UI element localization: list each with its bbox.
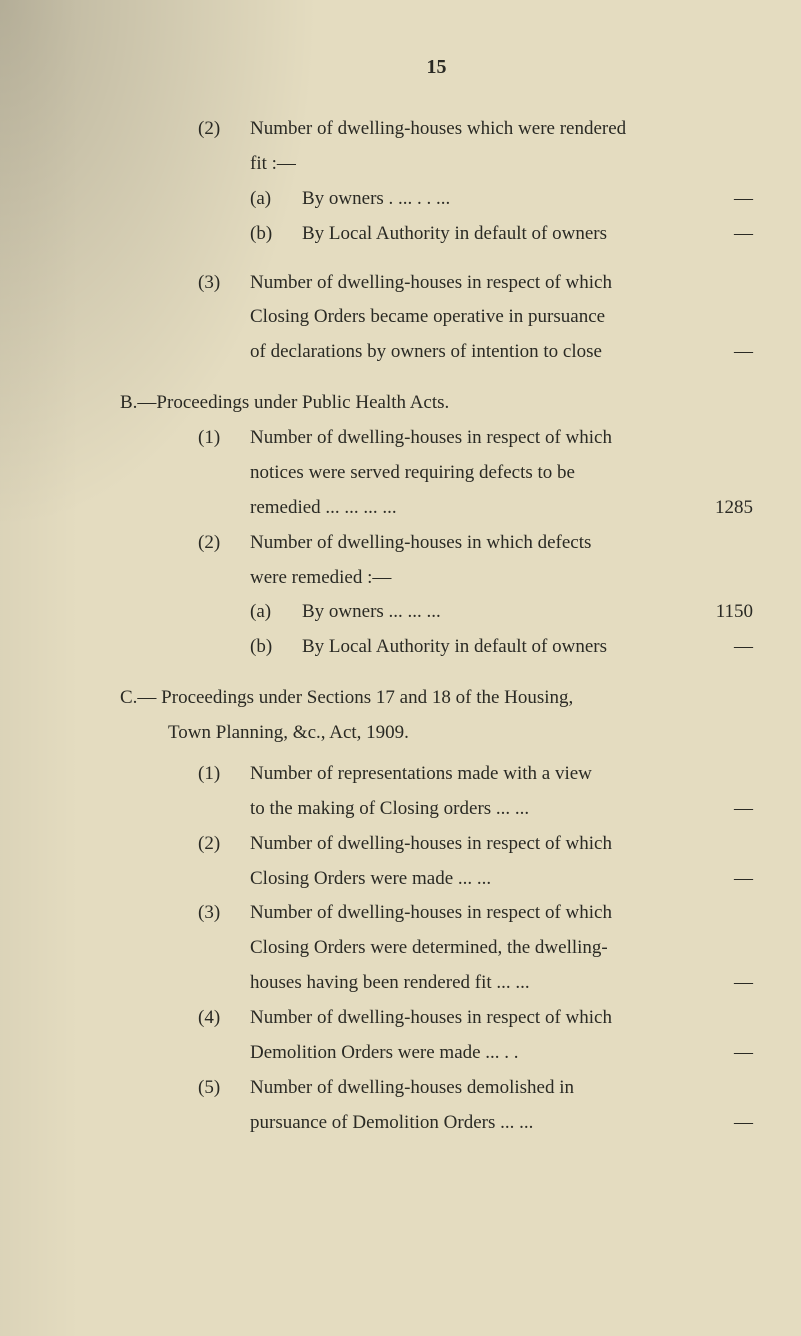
item-c3-line3: houses having been rendered fit ... ... … (198, 969, 753, 998)
item-c4-value: — (697, 1039, 753, 1068)
item-c4-marker: (4) (198, 1004, 250, 1033)
item-c3-text1: Number of dwelling-houses in respect of … (250, 899, 697, 928)
item-b2-line1: (2) Number of dwelling-houses in which d… (198, 529, 753, 558)
section-c-head-text2: Town Planning, &c., Act, 1909. (168, 719, 697, 748)
item-b2a-value: 1150 (697, 598, 753, 627)
item-a3-text3: of declarations by owners of intention t… (250, 338, 697, 367)
item-a3-line3: of declarations by owners of intention t… (198, 338, 753, 367)
item-c3-text2: Closing Orders were determined, the dwel… (250, 934, 697, 963)
item-c1-text1: Number of representations made with a vi… (250, 760, 697, 789)
item-a2a-value: — (697, 185, 753, 214)
item-a3-line1: (3) Number of dwelling-houses in respect… (198, 269, 753, 298)
item-b2b: (b) By Local Authority in default of own… (250, 633, 753, 662)
item-c5-value: — (697, 1109, 753, 1138)
item-b1-line3: remedied ... ... ... ... 1285 (198, 494, 753, 523)
section-c-head-text1: C.— Proceedings under Sections 17 and 18… (120, 684, 697, 713)
item-c2-line2: Closing Orders were made ... ... — (198, 865, 753, 894)
item-b1-line1: (1) Number of dwelling-houses in respect… (198, 424, 753, 453)
item-c3-line1: (3) Number of dwelling-houses in respect… (198, 899, 753, 928)
item-c2-value: — (697, 865, 753, 894)
item-b2-line2: were remedied :— (198, 564, 753, 593)
section-b-head-text: B.—Proceedings under Public Health Acts. (120, 389, 697, 418)
item-a2a: (a) By owners . ... . . ... — (250, 185, 753, 214)
item-a3-marker: (3) (198, 269, 250, 298)
item-b1-text2: notices were served requiring defects to… (250, 459, 697, 488)
item-a2-marker: (2) (198, 115, 250, 144)
item-c2-text2: Closing Orders were made ... ... (250, 865, 697, 894)
item-c5-text1: Number of dwelling-houses demolished in (250, 1074, 697, 1103)
item-b2b-marker: (b) (250, 633, 302, 662)
item-c2-line1: (2) Number of dwelling-houses in respect… (198, 830, 753, 859)
item-a3-text1: Number of dwelling-houses in respect of … (250, 269, 697, 298)
item-a2b: (b) By Local Authority in default of own… (250, 220, 753, 249)
section-c-head-line1: C.— Proceedings under Sections 17 and 18… (120, 684, 753, 713)
item-b1-text1: Number of dwelling-houses in respect of … (250, 424, 697, 453)
document-body: (2) Number of dwelling-houses which were… (120, 115, 753, 1138)
page: 15 (2) Number of dwelling-houses which w… (0, 0, 801, 1336)
item-c5-line1: (5) Number of dwelling-houses demolished… (198, 1074, 753, 1103)
item-a2b-text: By Local Authority in default of owners (302, 220, 697, 249)
item-c2-text1: Number of dwelling-houses in respect of … (250, 830, 697, 859)
item-c1-text2: to the making of Closing orders ... ... (250, 795, 697, 824)
item-c1-value: — (697, 795, 753, 824)
item-c4-text2: Demolition Orders were made ... . . (250, 1039, 697, 1068)
page-number: 15 (120, 56, 753, 79)
item-c5-text2: pursuance of Demolition Orders ... ... (250, 1109, 697, 1138)
item-c5-marker: (5) (198, 1074, 250, 1103)
item-a2b-value: — (697, 220, 753, 249)
item-c1-line1: (1) Number of representations made with … (198, 760, 753, 789)
item-c1-marker: (1) (198, 760, 250, 789)
section-b-head: B.—Proceedings under Public Health Acts. (120, 389, 753, 418)
item-b1-value: 1285 (697, 494, 753, 523)
item-c4-text1: Number of dwelling-houses in respect of … (250, 1004, 697, 1033)
item-a2b-marker: (b) (250, 220, 302, 249)
item-b2a-text: By owners ... ... ... (302, 598, 697, 627)
item-b1-marker: (1) (198, 424, 250, 453)
item-a2a-marker: (a) (250, 185, 302, 214)
item-c3-text3: houses having been rendered fit ... ... (250, 969, 697, 998)
item-c5-line2: pursuance of Demolition Orders ... ... — (198, 1109, 753, 1138)
item-b1-line2: notices were served requiring defects to… (198, 459, 753, 488)
item-c4-line1: (4) Number of dwelling-houses in respect… (198, 1004, 753, 1033)
item-a2-line2: fit :— (198, 150, 753, 179)
item-b2b-text: By Local Authority in default of owners (302, 633, 697, 662)
item-a2a-text: By owners . ... . . ... (302, 185, 697, 214)
item-a2-text1: Number of dwelling-houses which were ren… (250, 115, 697, 144)
item-b2-text1: Number of dwelling-houses in which defec… (250, 529, 697, 558)
item-a2-text2: fit :— (250, 150, 697, 179)
item-c1-line2: to the making of Closing orders ... ... … (198, 795, 753, 824)
item-a2-line1: (2) Number of dwelling-houses which were… (198, 115, 753, 144)
item-c4-line2: Demolition Orders were made ... . . — (198, 1039, 753, 1068)
item-c3-line2: Closing Orders were determined, the dwel… (198, 934, 753, 963)
section-c-head-line2: Town Planning, &c., Act, 1909. (120, 719, 753, 748)
item-a3-line2: Closing Orders became operative in pursu… (198, 303, 753, 332)
item-b2a: (a) By owners ... ... ... 1150 (250, 598, 753, 627)
item-c3-value: — (697, 969, 753, 998)
item-c3-marker: (3) (198, 899, 250, 928)
item-a3-value: — (697, 338, 753, 367)
item-a3-text2: Closing Orders became operative in pursu… (250, 303, 697, 332)
item-c2-marker: (2) (198, 830, 250, 859)
item-b1-text3: remedied ... ... ... ... (250, 494, 697, 523)
item-b2-marker: (2) (198, 529, 250, 558)
item-b2-text2: were remedied :— (250, 564, 697, 593)
item-b2a-marker: (a) (250, 598, 302, 627)
item-b2b-value: — (697, 633, 753, 662)
